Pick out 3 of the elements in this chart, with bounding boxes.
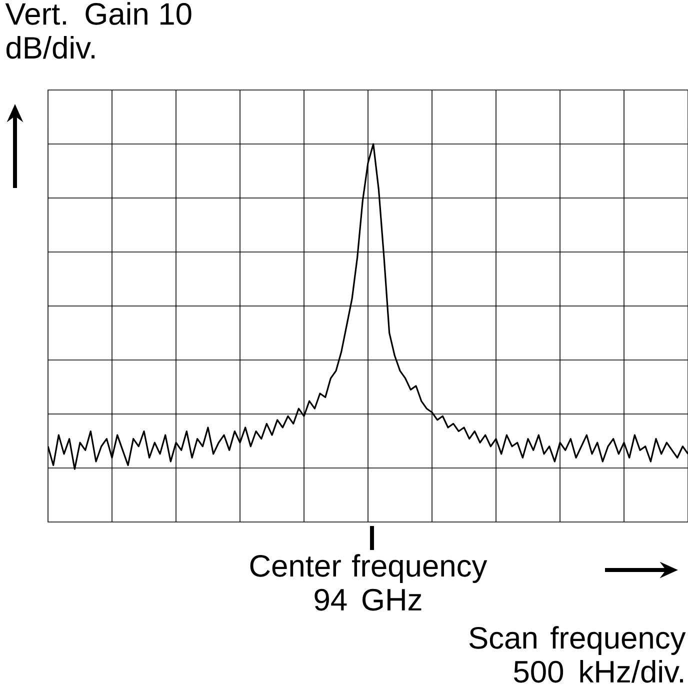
text: Center frequency 94 GHz bbox=[250, 554, 487, 611]
text: Vert. Gain 10 dB/div. bbox=[5, 2, 192, 59]
text: Scan frequency 500 kHz/div. bbox=[469, 626, 686, 683]
